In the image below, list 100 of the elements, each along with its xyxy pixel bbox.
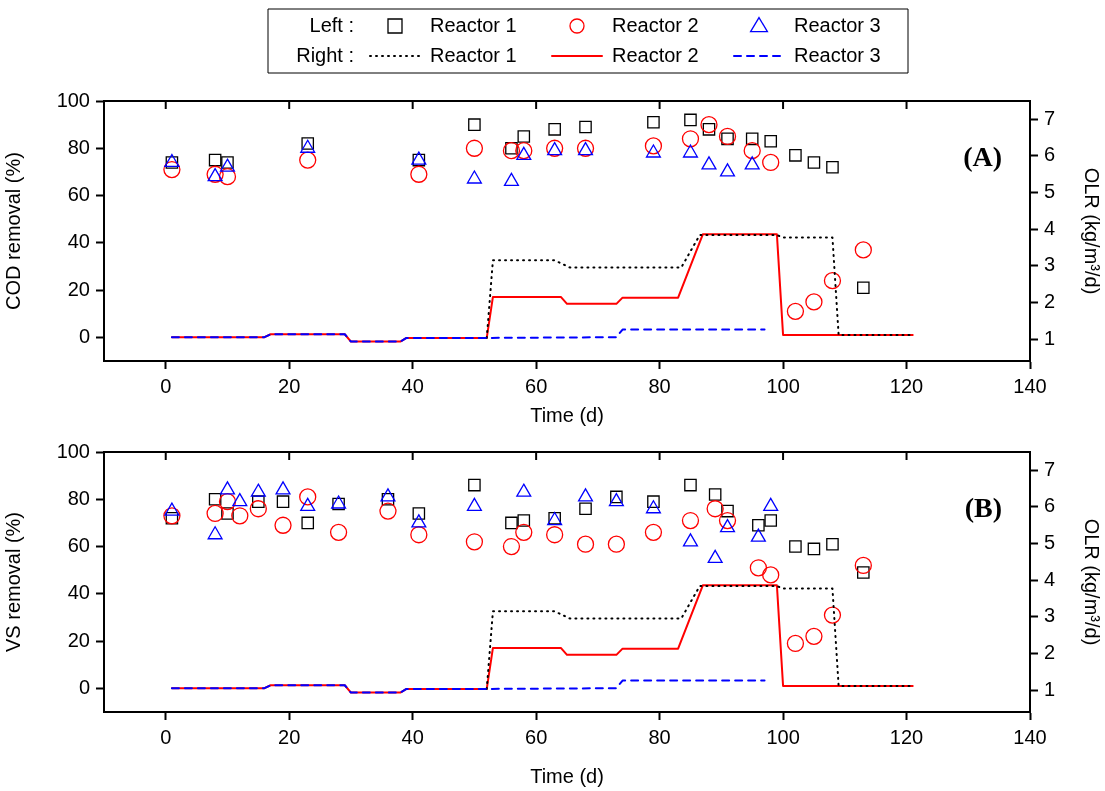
point — [465, 533, 484, 551]
point — [750, 528, 766, 542]
point — [645, 144, 662, 158]
point — [299, 151, 317, 169]
point — [764, 514, 778, 527]
point — [516, 483, 532, 497]
x-tick-label: 140 — [1013, 725, 1047, 748]
point — [718, 511, 737, 530]
line-series — [170, 328, 766, 343]
point — [466, 170, 482, 184]
text: Right : — [296, 43, 354, 66]
point — [250, 483, 266, 497]
point — [466, 497, 482, 512]
text: Left : — [309, 13, 354, 36]
point — [786, 634, 805, 653]
point — [218, 167, 237, 186]
point — [607, 535, 626, 553]
point — [502, 141, 521, 160]
point — [412, 507, 426, 520]
point — [410, 526, 428, 544]
point — [744, 156, 760, 170]
point — [789, 149, 802, 162]
point — [786, 302, 805, 321]
point — [805, 293, 823, 311]
point — [275, 481, 291, 495]
point — [410, 165, 428, 183]
point — [854, 241, 872, 259]
y2-tick-label: 5 — [1044, 180, 1056, 203]
point — [206, 504, 224, 523]
annotation: (B) — [964, 492, 1002, 524]
x-tick-label: 40 — [401, 725, 424, 748]
point — [411, 514, 427, 528]
y-tick-label: 60 — [67, 183, 90, 206]
point — [232, 492, 248, 507]
x-tick-label: 80 — [648, 725, 671, 748]
x-tick-label: 140 — [1013, 374, 1047, 397]
legend-label: Reactor 1 — [430, 43, 517, 66]
y2-tick-label: 4 — [1044, 216, 1056, 239]
point — [706, 500, 724, 518]
point — [684, 113, 697, 127]
point — [548, 123, 561, 136]
legend-label: Reactor 2 — [612, 13, 699, 36]
point — [647, 495, 660, 508]
point — [644, 137, 663, 155]
point — [857, 281, 870, 295]
point — [718, 127, 737, 146]
point — [379, 502, 397, 520]
y-tick-label: 0 — [78, 324, 90, 347]
point — [682, 533, 699, 547]
point — [579, 502, 592, 516]
y-tick-label: 20 — [67, 628, 90, 651]
point — [807, 156, 821, 169]
x-tick-label: 120 — [889, 725, 924, 748]
point — [763, 497, 779, 512]
point — [702, 123, 716, 136]
point — [380, 488, 396, 502]
point — [221, 507, 234, 520]
y2-tick-label: 1 — [1044, 677, 1056, 700]
point — [857, 566, 870, 579]
x-tick-label: 40 — [401, 374, 424, 397]
point — [762, 153, 780, 172]
point — [502, 537, 521, 556]
point — [579, 120, 592, 134]
x-tick-label: 0 — [160, 725, 172, 748]
point — [231, 507, 249, 525]
point — [517, 130, 531, 143]
point — [546, 526, 564, 544]
point — [823, 606, 842, 624]
y-tick-label: 40 — [67, 230, 90, 253]
point — [644, 523, 663, 542]
point — [807, 542, 821, 556]
point — [274, 516, 292, 534]
x-tick-label: 100 — [766, 725, 800, 748]
y2-tick-label: 1 — [1044, 326, 1056, 349]
point — [300, 497, 316, 512]
y-tick-label: 80 — [67, 135, 90, 158]
point — [789, 540, 802, 553]
point — [707, 549, 723, 564]
point — [682, 144, 699, 158]
point — [701, 156, 717, 170]
point — [762, 566, 780, 584]
point — [645, 500, 662, 514]
y2-tick-label: 3 — [1044, 253, 1056, 276]
point — [684, 478, 697, 492]
point — [823, 271, 842, 290]
line-series — [170, 679, 766, 694]
point — [515, 141, 533, 160]
point — [163, 507, 181, 525]
y2-tick-label: 6 — [1044, 494, 1056, 517]
point — [681, 130, 700, 148]
point — [163, 160, 181, 179]
y-tick-label: 100 — [56, 88, 90, 111]
y-tick-label: 100 — [56, 439, 90, 462]
point — [517, 514, 531, 527]
point — [743, 141, 761, 160]
point — [468, 478, 481, 492]
point — [468, 118, 481, 131]
y-tick-label: 40 — [67, 581, 90, 604]
annotation: (A) — [963, 141, 1002, 173]
x-tick-label: 20 — [278, 374, 301, 397]
